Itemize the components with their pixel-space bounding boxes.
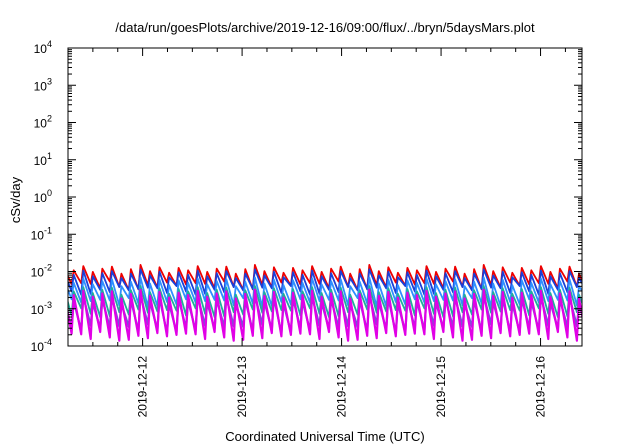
x-axis-label: Coordinated Universal Time (UTC) bbox=[225, 429, 424, 444]
x-axis: 2019-12-12 2019-12-13 2019-12-14 2019-12-15… bbox=[67, 48, 566, 418]
x-tick-label: 2019-12-13 bbox=[235, 356, 249, 418]
series-line bbox=[68, 276, 582, 308]
y-tick-label: 10-4 bbox=[31, 337, 52, 354]
y-tick-exponent: 3 bbox=[47, 76, 52, 86]
series-line bbox=[68, 288, 582, 342]
series-line bbox=[68, 268, 582, 296]
y-tick-exponent: -4 bbox=[44, 337, 52, 347]
y-tick-exponent: -1 bbox=[44, 225, 52, 235]
y-tick-label: 103 bbox=[34, 76, 52, 93]
x-tick-label: 2019-12-14 bbox=[335, 356, 349, 418]
y-tick-exponent: 4 bbox=[47, 39, 52, 49]
y-tick-label: 100 bbox=[34, 188, 52, 205]
x-tick-label: 2019-12-12 bbox=[136, 356, 150, 418]
y-tick-exponent: -3 bbox=[44, 300, 52, 310]
x-tick-label: 2019-12-15 bbox=[434, 356, 448, 418]
y-tick-exponent: 1 bbox=[47, 151, 52, 161]
y-tick-label: 10-2 bbox=[31, 263, 52, 280]
y-tick-exponent: 0 bbox=[47, 188, 52, 198]
chart-title: /data/run/goesPlots/archive/2019-12-16/0… bbox=[115, 20, 535, 35]
y-tick-label: 10-1 bbox=[31, 225, 52, 242]
y-tick-exponent: 2 bbox=[47, 114, 52, 124]
series-group bbox=[68, 264, 582, 342]
y-axis-label: cSv/day bbox=[8, 176, 23, 223]
y-tick-label: 102 bbox=[34, 114, 52, 131]
y-tick-label: 101 bbox=[34, 151, 52, 168]
y-tick-label: 10-3 bbox=[31, 300, 52, 317]
x-tick-label: 2019-12-16 bbox=[534, 356, 548, 418]
y-tick-exponent: -2 bbox=[44, 263, 52, 273]
y-tick-label: 104 bbox=[34, 39, 52, 56]
